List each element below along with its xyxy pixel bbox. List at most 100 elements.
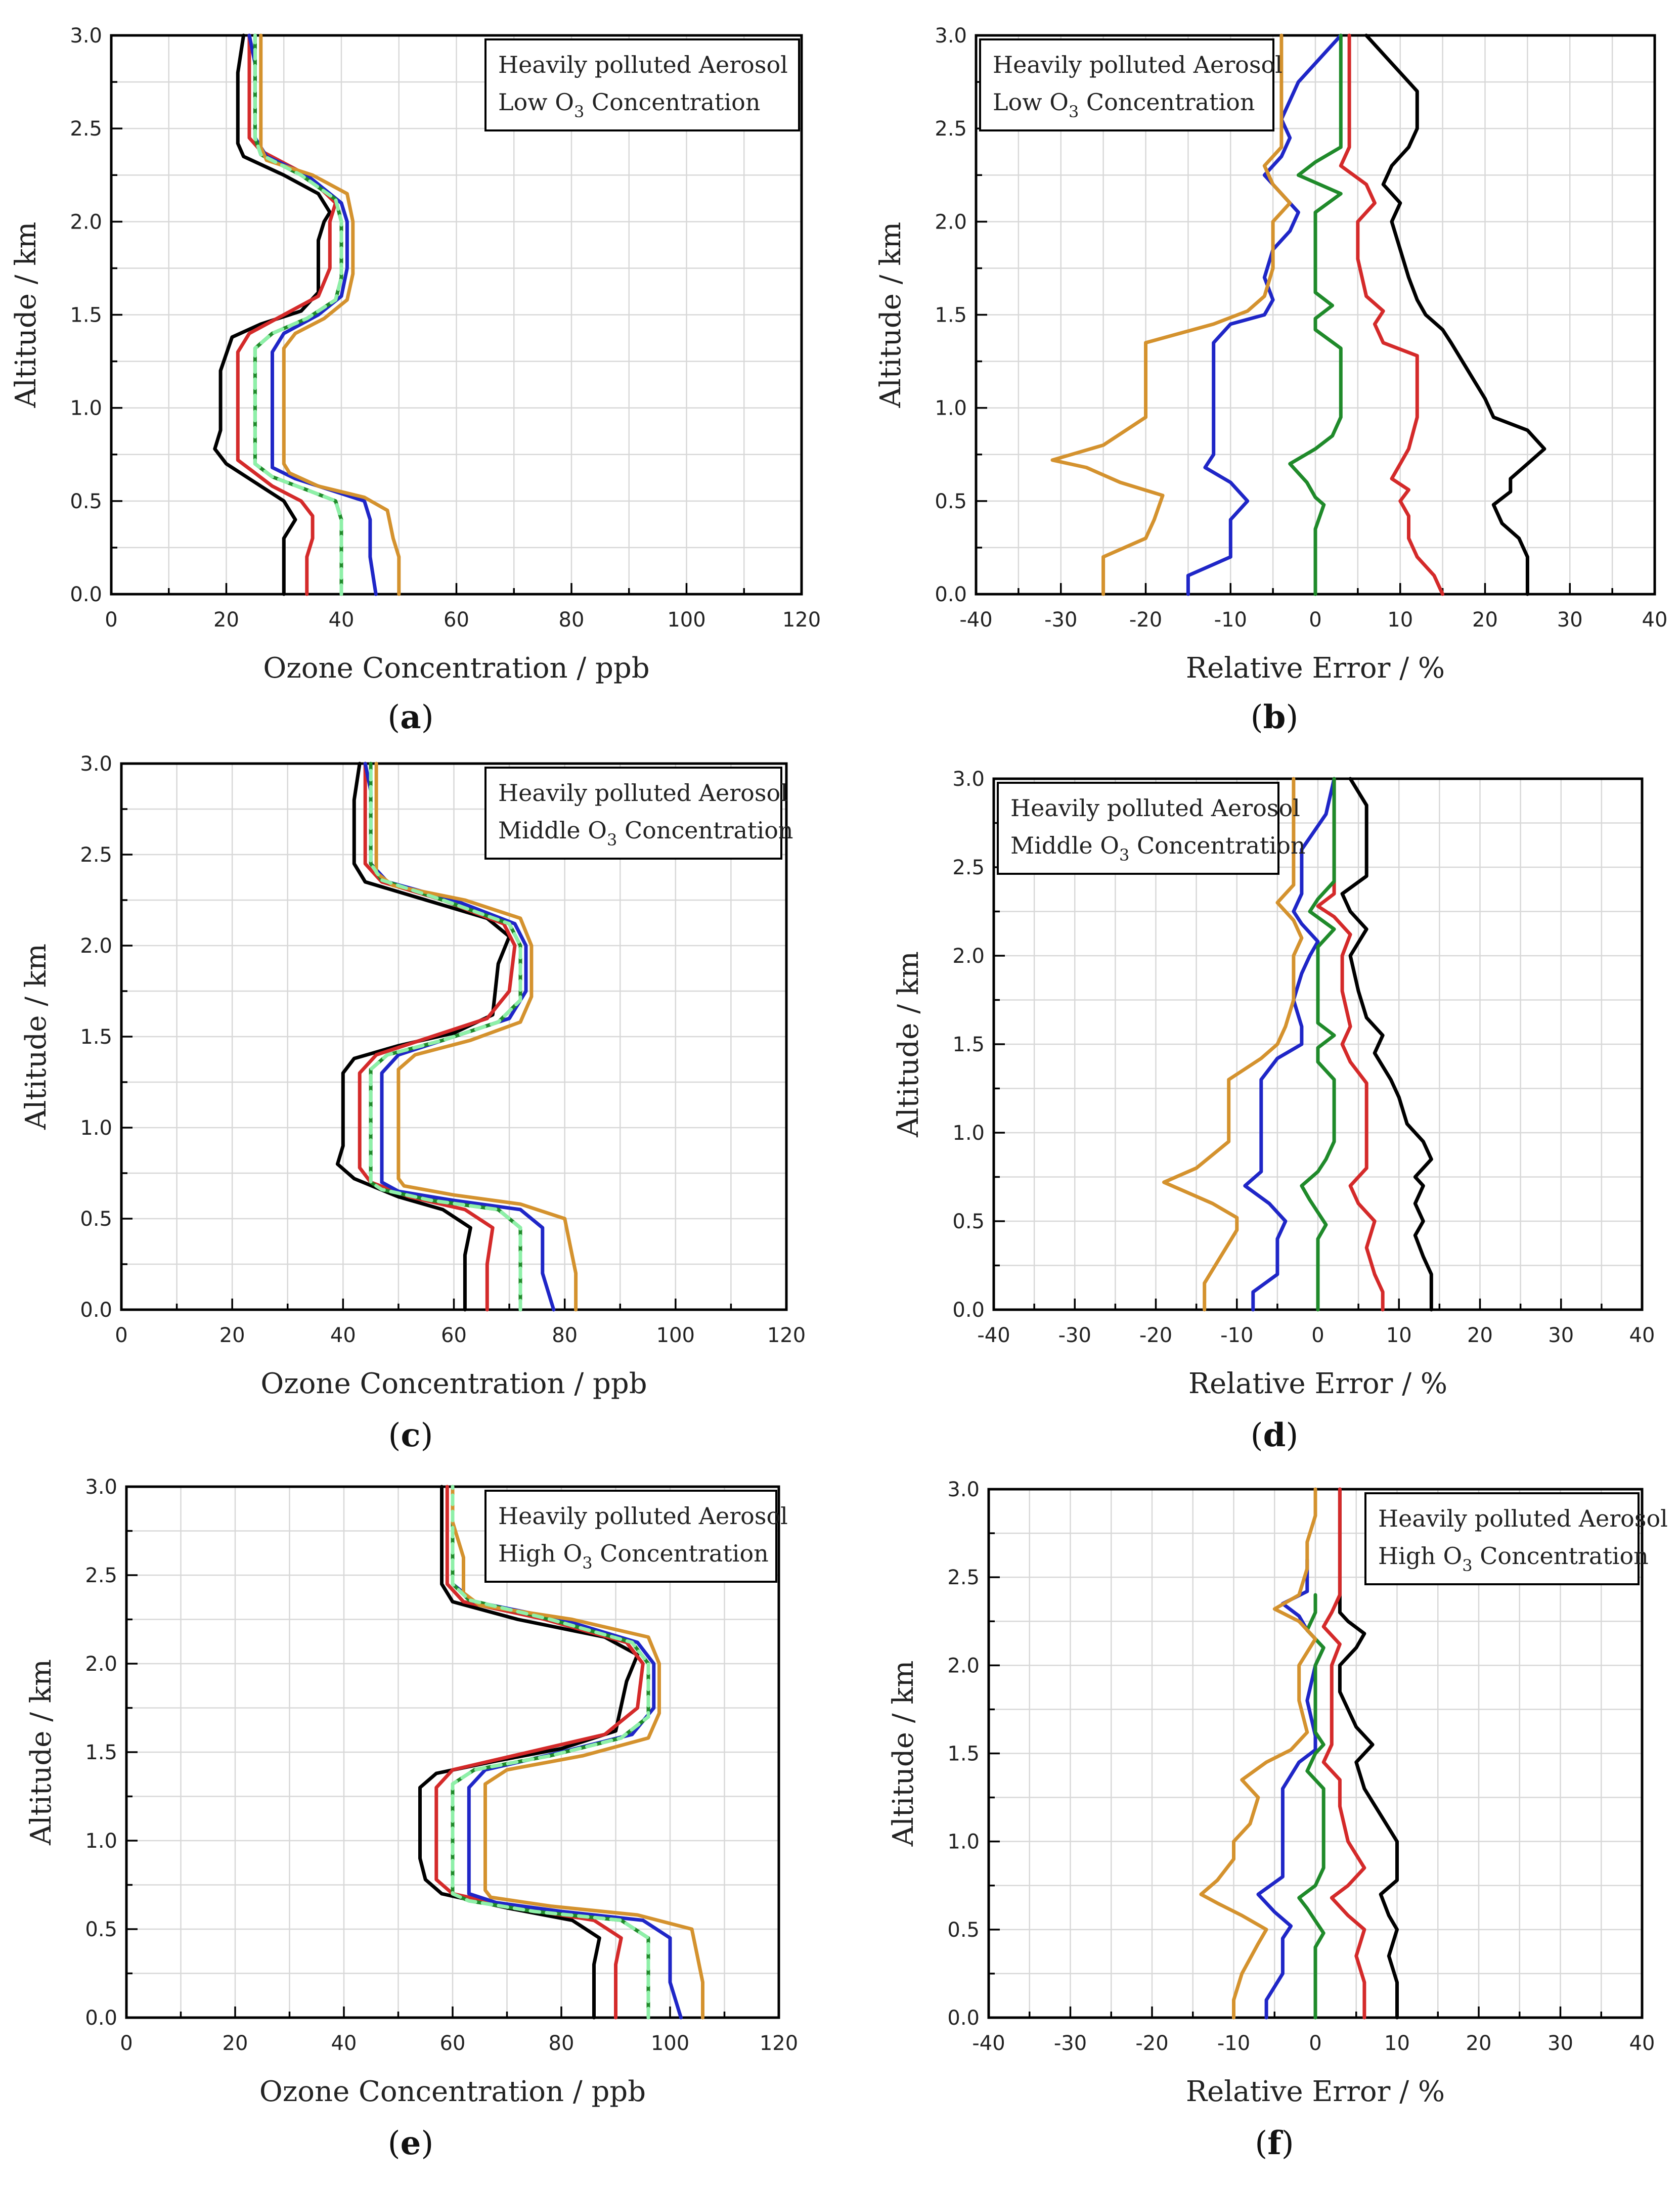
y-axis-label: Altitude / km <box>887 1661 920 1847</box>
y-tick-label: 2.0 <box>935 210 967 234</box>
series-line-green <box>1288 33 1343 596</box>
series-line-black <box>1340 777 1433 1312</box>
series-line-green-dashed <box>451 1485 650 2020</box>
legend-line-1: Heavily polluted Aerosol <box>1378 1505 1668 1532</box>
y-tick-label: 0.0 <box>80 1299 112 1322</box>
y-tick-label: 3.0 <box>952 768 985 791</box>
legend-box <box>1364 1492 1640 1585</box>
y-axis-label: Altitude / km <box>892 951 925 1138</box>
y-tick-label: 0.5 <box>85 1918 117 1941</box>
x-axis-label: Ozone Concentration / ppb <box>263 652 649 685</box>
legend-line-2: Low O3 Concentration <box>498 88 760 121</box>
y-tick-label: 2.5 <box>952 856 985 879</box>
series-line-red <box>1316 777 1385 1312</box>
series-line-black <box>1364 33 1546 596</box>
y-axis-label: Altitude / km <box>874 222 907 409</box>
x-tick-label: 40 <box>1629 2032 1655 2055</box>
x-tick-label: 0 <box>1309 608 1321 632</box>
series-line-green <box>1300 777 1336 1312</box>
legend-line-2: High O3 Concentration <box>1378 1542 1649 1575</box>
x-tick-label: -10 <box>1220 1324 1253 1347</box>
x-tick-label: 0 <box>115 1324 127 1347</box>
x-axis-label: Relative Error / % <box>1188 1367 1447 1400</box>
chart-panel-d: -40 -30 -20 -10 0 10 20 30 40 0.0 0.5 1.0 1.5 2.0 2.5 3… <box>892 768 1655 1454</box>
chart-panel-e: 0 20 40 60 80 100 120 0.0 0.5 1.0 1.5 2.0 2.5 3.0 Ozon… <box>25 1476 798 2162</box>
y-tick-label: 3.0 <box>80 752 112 776</box>
x-tick-label: 120 <box>767 1324 806 1347</box>
y-tick-label: 0.5 <box>80 1208 112 1231</box>
legend-line-2: Middle O3 Concentration <box>498 817 793 850</box>
x-tick-label: 100 <box>667 608 705 632</box>
y-tick-label: 0.5 <box>935 490 967 513</box>
x-tick-label: 10 <box>1386 1324 1412 1347</box>
x-tick-label: 60 <box>441 1324 467 1347</box>
x-tick-label: 0 <box>1311 1324 1324 1347</box>
x-tick-label: -10 <box>1217 2032 1250 2055</box>
x-axis-label: Relative Error / % <box>1186 2075 1445 2108</box>
x-tick-label: 100 <box>651 2032 689 2055</box>
series-line-orange <box>374 762 578 1312</box>
y-tick-label: 0.5 <box>947 1919 980 1942</box>
x-tick-label: -40 <box>972 2032 1005 2055</box>
x-tick-label: 0 <box>105 608 117 632</box>
x-tick-label: 20 <box>1472 608 1498 632</box>
y-tick-label: 0.0 <box>947 2006 980 2030</box>
y-tick-label: 1.5 <box>952 1033 985 1056</box>
y-tick-label: 1.0 <box>947 1831 980 1854</box>
x-tick-label: -40 <box>959 608 992 632</box>
x-tick-label: 80 <box>549 2032 574 2055</box>
x-tick-label: -30 <box>1058 1324 1091 1347</box>
y-tick-label: 2.5 <box>947 1566 980 1589</box>
y-axis-label: Altitude / km <box>25 1659 58 1846</box>
x-tick-label: 30 <box>1548 2032 1573 2055</box>
x-axis-label: Ozone Concentration / ppb <box>260 1367 647 1400</box>
x-tick-label: 20 <box>213 608 239 632</box>
x-tick-label: 0 <box>1309 2032 1321 2055</box>
chart-panel-a: 0 20 40 60 80 100 120 0.0 0.5 1.0 1.5 2.0 2.5 3.0 Ozon… <box>10 24 821 736</box>
x-tick-label: 60 <box>444 608 469 632</box>
y-tick-label: 1.0 <box>70 397 102 420</box>
x-tick-label: -30 <box>1044 608 1077 632</box>
y-tick-label: 2.0 <box>80 934 112 958</box>
x-tick-label: -10 <box>1214 608 1247 632</box>
y-tick-label: 1.5 <box>70 304 102 327</box>
y-tick-label: 0.5 <box>70 490 102 513</box>
x-tick-label: 20 <box>1467 1324 1493 1347</box>
x-tick-label: 60 <box>440 2032 466 2055</box>
series-line-orange <box>1050 33 1292 596</box>
y-tick-label: 0.5 <box>952 1210 985 1233</box>
x-axis-label: Ozone Concentration / ppb <box>259 2075 646 2108</box>
x-tick-label: 10 <box>1387 608 1413 632</box>
y-axis-label: Altitude / km <box>10 222 42 409</box>
x-tick-label: -20 <box>1135 2032 1168 2055</box>
x-tick-label: 120 <box>760 2032 798 2055</box>
legend-line-1: Heavily polluted Aerosol <box>498 51 788 78</box>
chart-panel-b: -40 -30 -20 -10 0 10 20 30 40 0.0 0.5 1.0 1.5 2.0 2.5 3… <box>874 24 1667 736</box>
legend-line-2: Low O3 Concentration <box>993 88 1255 121</box>
y-tick-label: 1.5 <box>80 1025 112 1049</box>
x-tick-label: 40 <box>331 2032 357 2055</box>
series-line-green-dashed <box>253 33 343 596</box>
legend-box <box>997 782 1279 875</box>
y-tick-label: 2.0 <box>952 945 985 968</box>
y-tick-label: 0.0 <box>85 2006 117 2030</box>
panel-caption: (b) <box>1251 698 1299 736</box>
y-tick-label: 1.0 <box>85 1830 117 1853</box>
x-tick-label: 80 <box>552 1324 578 1347</box>
x-tick-label: -20 <box>1129 608 1162 632</box>
x-tick-label: -40 <box>977 1324 1010 1347</box>
y-tick-label: 2.5 <box>70 117 102 141</box>
series-line-orange <box>1199 1487 1317 2020</box>
x-tick-label: 120 <box>782 608 821 632</box>
series-line-green-dashed <box>369 762 522 1312</box>
y-tick-label: 1.0 <box>80 1117 112 1140</box>
y-tick-label: 3.0 <box>70 24 102 48</box>
y-tick-label: 0.0 <box>952 1299 985 1322</box>
x-tick-label: 40 <box>330 1324 356 1347</box>
series-line-blue <box>1186 33 1343 596</box>
series-line-blue <box>1256 1557 1325 2020</box>
series-line-red <box>1339 33 1445 596</box>
x-tick-label: 20 <box>223 2032 248 2055</box>
